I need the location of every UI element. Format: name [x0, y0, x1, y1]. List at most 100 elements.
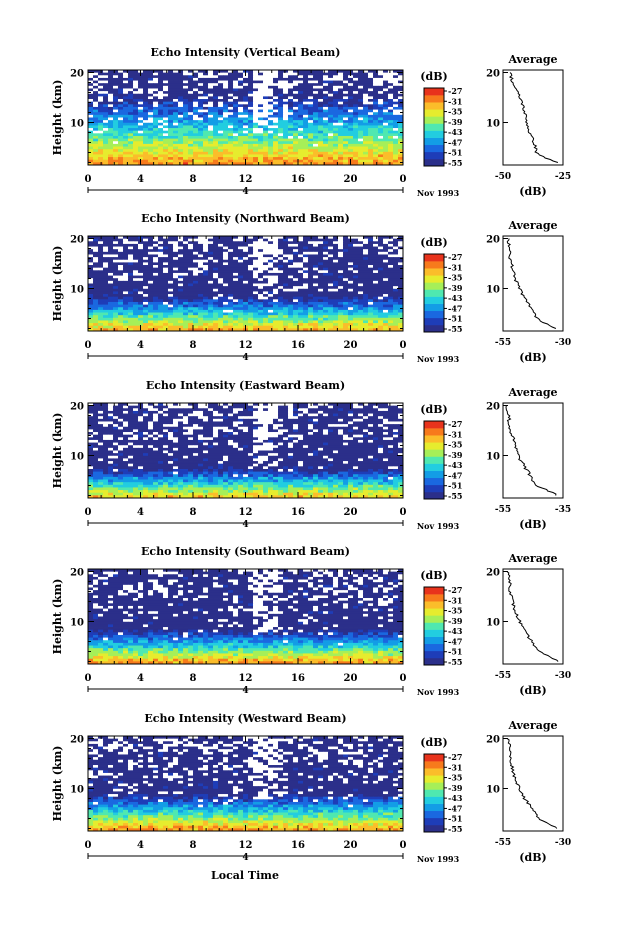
heatmap-cell	[123, 299, 129, 303]
heatmap-cell	[383, 286, 389, 290]
heatmap-cell	[223, 280, 229, 284]
heatmap-cell	[238, 122, 244, 126]
heatmap-cell	[343, 408, 349, 412]
heatmap-cell	[293, 146, 299, 150]
heatmap-cell	[358, 275, 364, 279]
heatmap-cell	[168, 93, 174, 97]
heatmap-cell	[363, 151, 369, 155]
heatmap-cell	[303, 307, 309, 311]
heatmap-cell	[343, 91, 349, 95]
heatmap-cell	[373, 236, 379, 240]
heatmap-cell	[218, 138, 224, 142]
heatmap-cell	[163, 328, 169, 332]
heatmap-cell	[133, 85, 139, 89]
heatmap-cell	[98, 286, 104, 290]
heatmap-cell	[313, 323, 319, 327]
heatmap-cell	[363, 70, 369, 74]
heatmap-cell	[148, 88, 154, 92]
heatmap-cell	[188, 265, 194, 269]
heatmap-cell	[353, 151, 359, 155]
heatmap-cell	[283, 130, 289, 134]
heatmap-cell	[113, 238, 119, 242]
heatmap-cell	[188, 91, 194, 95]
heatmap-cell	[203, 286, 209, 290]
heatmap-cell	[278, 286, 284, 290]
heatmap-cell	[398, 278, 404, 282]
heatmap-cell	[318, 283, 324, 287]
heatmap-cell	[378, 135, 384, 140]
heatmap-cell	[113, 106, 119, 110]
heatmap-cell	[393, 262, 399, 266]
heatmap-cell	[213, 101, 219, 105]
heatmap-cell	[388, 299, 394, 303]
heatmap-cell	[193, 77, 199, 81]
heatmap-cell	[208, 146, 214, 150]
heatmap-cell	[143, 159, 149, 163]
heatmap-cell	[123, 408, 129, 412]
heatmap-cell	[393, 403, 399, 407]
heatmap-cell	[273, 291, 279, 295]
heatmap-cell	[88, 83, 94, 87]
heatmap-cell	[248, 301, 254, 306]
heatmap-cell	[123, 272, 129, 276]
heatmap-cell	[128, 272, 134, 276]
heatmap-cell	[308, 146, 314, 150]
day-marker: 4	[242, 353, 248, 363]
heatmap-cell	[128, 162, 134, 166]
heatmap-cell	[93, 149, 99, 153]
heatmap-cell	[303, 135, 309, 140]
heatmap-cell	[358, 403, 364, 407]
heatmap-cell	[218, 307, 224, 311]
heatmap-cell	[323, 72, 329, 76]
heatmap-cell	[178, 141, 184, 145]
heatmap-cell	[138, 135, 144, 140]
heatmap-cell	[248, 236, 254, 240]
heatmap-cell	[223, 301, 229, 306]
heatmap-cell	[178, 323, 184, 327]
heatmap-cell	[143, 99, 149, 103]
heatmap-cell	[153, 259, 159, 263]
heatmap-cell	[118, 403, 124, 407]
heatmap-cell	[278, 85, 284, 89]
heatmap-cell	[368, 246, 374, 250]
heatmap-cell	[253, 325, 259, 329]
heatmap-cell	[333, 93, 339, 97]
heatmap-cell	[128, 93, 134, 97]
heatmap-cell	[278, 312, 284, 316]
heatmap-cell	[373, 104, 379, 108]
heatmap-cell	[143, 122, 149, 126]
heatmap-cell	[138, 272, 144, 276]
heatmap-cell	[178, 143, 184, 147]
heatmap-cell	[293, 149, 299, 153]
heatmap-cell	[343, 291, 349, 295]
heatmap-cell	[133, 328, 139, 332]
heatmap-cell	[318, 162, 324, 166]
heatmap-cell	[238, 272, 244, 276]
heatmap-cell	[208, 265, 214, 269]
heatmap-cell	[213, 117, 219, 121]
heatmap-cell	[328, 267, 334, 271]
heatmap-cell	[383, 125, 389, 129]
heatmap-cell	[118, 99, 124, 103]
heatmap-cell	[288, 88, 294, 92]
heatmap-cell	[113, 109, 119, 113]
heatmap-cell	[148, 146, 154, 150]
heatmap-cell	[298, 280, 304, 284]
heatmap-cell	[188, 257, 194, 261]
heatmap-cell	[193, 243, 199, 247]
heatmap-cell	[218, 128, 224, 132]
heatmap-cell	[398, 280, 404, 284]
heatmap-cell	[153, 254, 159, 258]
heatmap-cell	[88, 243, 94, 247]
heatmap-cell	[318, 125, 324, 129]
heatmap-cell	[293, 403, 299, 407]
heatmap-cell	[173, 243, 179, 247]
colorbar-swatch	[424, 151, 444, 160]
heatmap-cell	[173, 83, 179, 87]
heatmap-cell	[88, 72, 94, 76]
heatmap-cell	[368, 104, 374, 108]
heatmap-cell	[328, 91, 334, 95]
heatmap-cell	[233, 312, 239, 316]
heatmap-cell	[93, 309, 99, 313]
heatmap-cell	[233, 283, 239, 287]
